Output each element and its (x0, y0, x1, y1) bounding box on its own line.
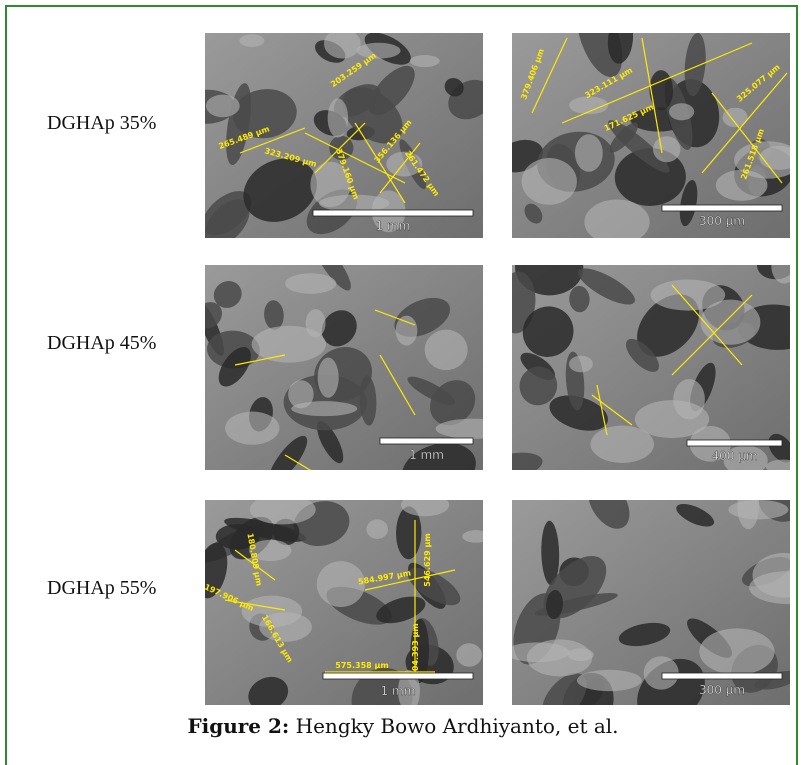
measurement: 404.393 µm (411, 623, 420, 676)
grain (206, 95, 240, 118)
scale-label: 400 µm (711, 449, 757, 463)
grain (569, 356, 593, 372)
grain (318, 357, 339, 397)
sem-image: 400 µm (512, 265, 790, 470)
grain (590, 426, 654, 463)
grain (575, 134, 603, 172)
grain (288, 380, 313, 408)
row-label: DGHAp 55% (47, 577, 156, 600)
page: Figure 2: Hengky Bowo Ardhiyanto, et al.… (0, 0, 806, 757)
scale-label: 1 mm (381, 684, 416, 698)
grain (396, 316, 418, 346)
scale-label: 1 mm (376, 219, 411, 233)
grain (285, 273, 336, 294)
scale-label: 300 µm (699, 214, 745, 228)
sem-image: 1 mm (205, 265, 483, 470)
measurement: 575.358 µm (335, 661, 388, 670)
scale-label: 1 mm (409, 448, 444, 462)
scale-bar (662, 205, 782, 211)
grain (699, 628, 774, 674)
sem-image: 300 µm (512, 500, 790, 705)
grain (425, 330, 468, 370)
grain (577, 670, 642, 691)
row-label: DGHAp 45% (47, 332, 156, 355)
caption-text: Hengky Bowo Ardhiyanto, et al. (296, 714, 619, 738)
caption: Figure 2: Hengky Bowo Ardhiyanto, et al. (0, 714, 806, 738)
grain (410, 55, 440, 67)
grain (456, 643, 482, 666)
grain (356, 43, 400, 59)
scale-bar (323, 673, 473, 679)
measurement: 546.629 µm (423, 533, 432, 586)
grain (522, 158, 577, 205)
sem-image: 379.406 µm323.111 µm171.625 µm325.077 µm… (512, 33, 790, 238)
grain (669, 103, 694, 120)
figure-number: Figure 2: (187, 714, 289, 738)
grain (366, 519, 388, 539)
grain (653, 136, 680, 162)
grain (239, 34, 264, 47)
scale-bar (662, 673, 782, 679)
scale-label: 300 µm (699, 683, 745, 697)
sem-image: 180.809 µm197.906 µm166.613 µm546.629 µm… (205, 500, 483, 705)
grain (225, 412, 279, 445)
grain (328, 98, 349, 137)
scale-bar (313, 210, 473, 216)
scale-bar (687, 440, 782, 446)
row-label: DGHAp 35% (47, 112, 156, 135)
grain (252, 326, 326, 363)
scale-bar (380, 438, 473, 444)
